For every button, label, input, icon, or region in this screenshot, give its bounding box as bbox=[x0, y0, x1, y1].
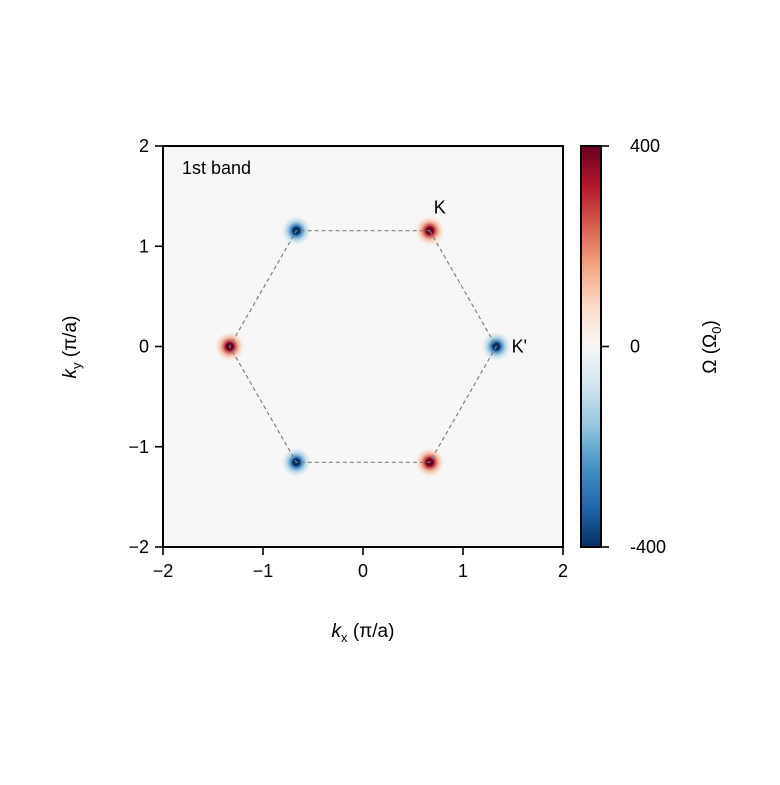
y-tick-label: 0 bbox=[139, 337, 149, 357]
point-label: K' bbox=[512, 337, 527, 357]
x-tick-label: −1 bbox=[253, 561, 274, 581]
point-label: K bbox=[434, 198, 446, 218]
y-axis-label: ky (π/a) bbox=[60, 316, 84, 379]
y-tick-label: 2 bbox=[139, 136, 149, 156]
x-tick-label: 1 bbox=[458, 561, 468, 581]
colorbar bbox=[580, 145, 602, 548]
y-axis-ticks: −2 −1 0 1 2 bbox=[128, 136, 163, 557]
colorbar-ticks: 400 0 -400 bbox=[601, 136, 666, 557]
x-tick-label: 0 bbox=[358, 561, 368, 581]
brillouin-zone-boundary bbox=[229, 230, 497, 463]
high-symmetry-labels: K K' bbox=[434, 198, 527, 357]
colorbar-label: Ω (Ω0) bbox=[700, 320, 724, 374]
x-axis-label: kx (π/a) bbox=[332, 621, 395, 645]
colorbar-tick-label: 400 bbox=[630, 136, 660, 156]
colorbar-tick-label: 0 bbox=[630, 337, 640, 357]
y-tick-label: 1 bbox=[139, 236, 149, 256]
y-tick-label: −1 bbox=[128, 437, 149, 457]
y-tick-label: −2 bbox=[128, 537, 149, 557]
band-annotation: 1st band bbox=[182, 158, 251, 178]
x-tick-label: −2 bbox=[153, 561, 174, 581]
x-axis-ticks: −2 −1 0 1 2 bbox=[153, 547, 568, 581]
colorbar-tick-label: -400 bbox=[630, 537, 666, 557]
x-tick-label: 2 bbox=[558, 561, 568, 581]
